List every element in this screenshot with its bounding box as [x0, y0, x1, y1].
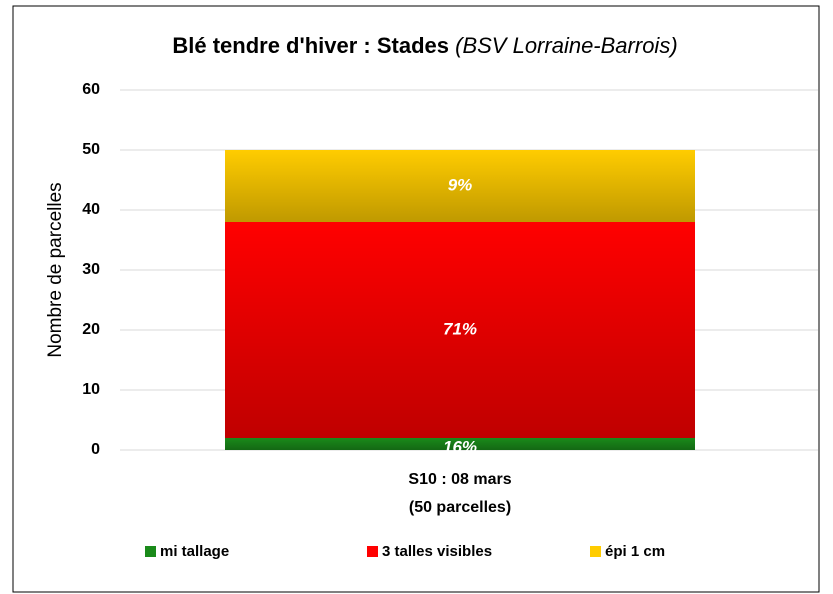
data-label: 16% — [443, 437, 477, 456]
y-tick-label: 50 — [82, 141, 100, 158]
title-line: Blé tendre d'hiver : Stades (BSV Lorrain… — [172, 33, 677, 58]
y-tick-label: 10 — [82, 381, 100, 398]
y-tick-label: 20 — [82, 321, 100, 338]
y-tick-label: 40 — [82, 201, 100, 218]
legend-label: 3 talles visibles — [382, 543, 492, 560]
x-tick-label: S10 : 08 mars (50 parcelles) — [408, 471, 511, 516]
data-label: 9% — [448, 175, 473, 194]
chart-title: Blé tendre d'hiver : Stades — [172, 33, 449, 58]
bar-shade — [225, 222, 695, 438]
legend-swatch — [367, 546, 378, 557]
data-label: 71% — [443, 319, 477, 338]
y-tick-label: 0 — [91, 441, 100, 458]
legend-label: épi 1 cm — [605, 543, 665, 560]
legend-swatch — [145, 546, 156, 557]
legend-swatch — [590, 546, 601, 557]
y-tick-label: 30 — [82, 261, 100, 278]
bar-shade — [225, 438, 695, 450]
legend-label: mi tallage — [160, 543, 229, 560]
y-axis-label: Nombre de parcelles — [45, 182, 66, 357]
y-tick-label: 60 — [82, 81, 100, 98]
bar-shade — [225, 150, 695, 222]
chart-subtitle: (BSV Lorraine-Barrois) — [455, 33, 678, 58]
